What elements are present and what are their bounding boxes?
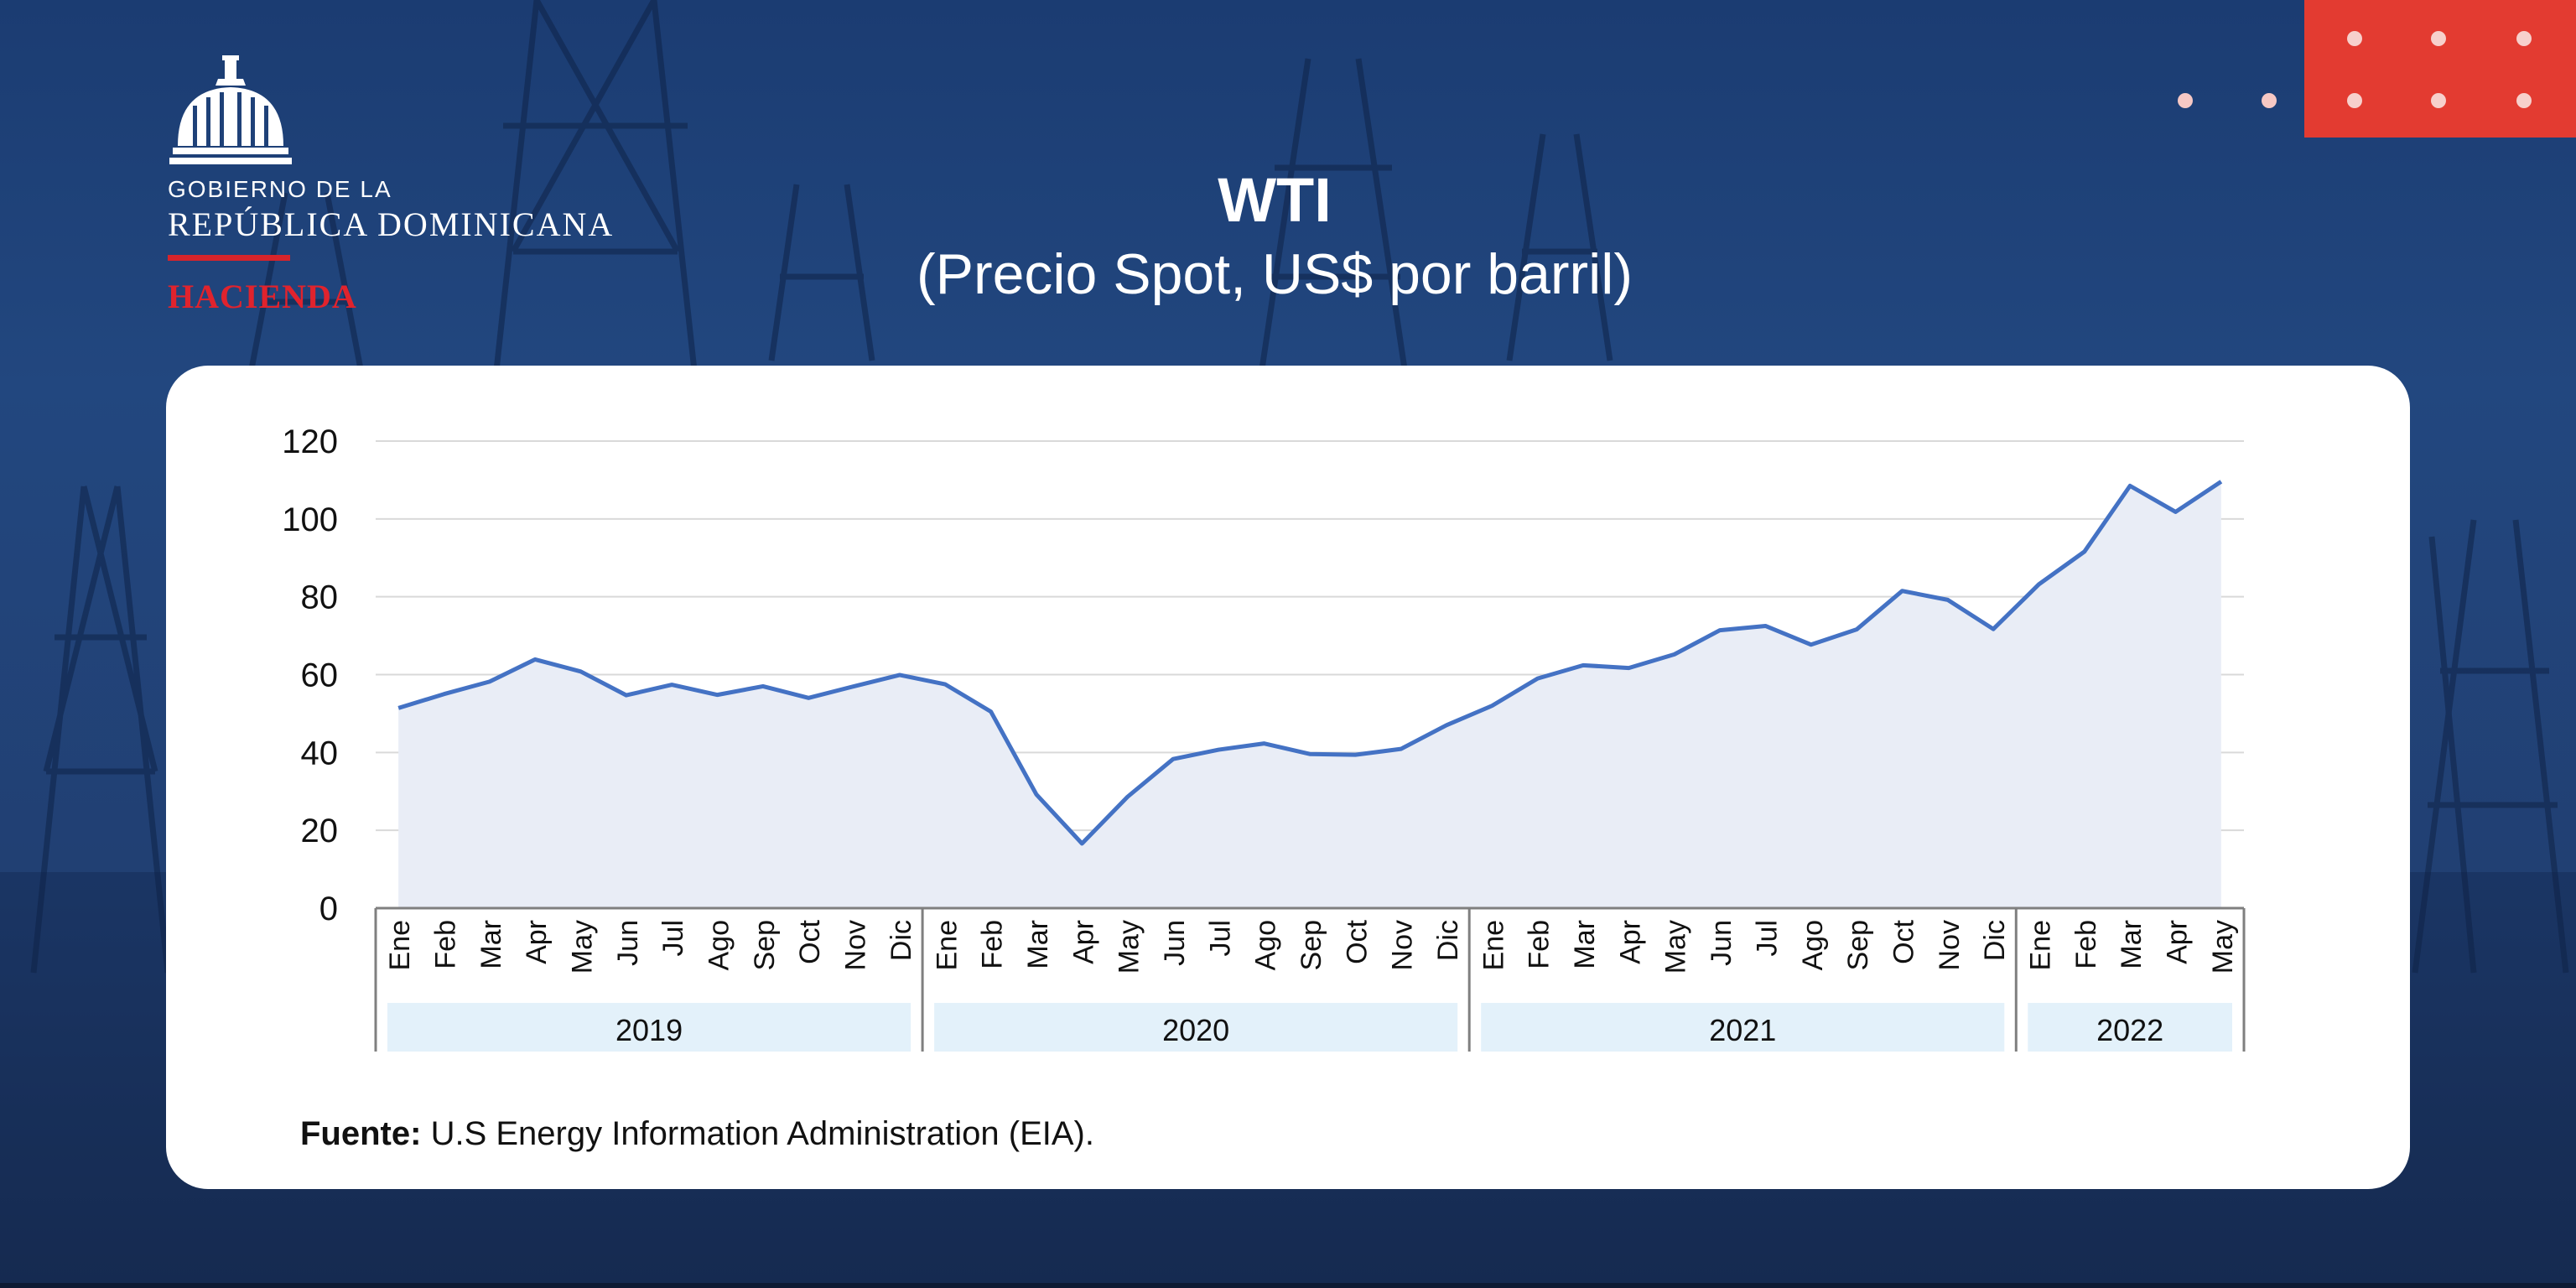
x-tick-label: Ene bbox=[931, 920, 963, 971]
logo-red-divider bbox=[168, 255, 290, 261]
decorative-dot-grid bbox=[2178, 31, 2532, 108]
x-tick-label: May bbox=[567, 920, 599, 974]
y-tick-label: 0 bbox=[319, 891, 338, 927]
x-tick-label: Feb bbox=[2070, 920, 2102, 969]
y-tick-label: 80 bbox=[301, 579, 339, 616]
x-tick-label: Jul bbox=[1204, 920, 1236, 956]
chart-subtitle: (Precio Spot, US$ por barril) bbox=[916, 242, 1633, 306]
y-tick-label: 120 bbox=[282, 423, 338, 460]
x-tick-label: Oct bbox=[1341, 919, 1373, 963]
series-area bbox=[398, 481, 2221, 908]
logo-line-gobierno: GOBIERNO DE LA bbox=[168, 176, 392, 202]
x-tick-label: Ago bbox=[704, 920, 735, 971]
x-tick-label: Oct bbox=[1888, 919, 1919, 963]
year-band bbox=[2028, 1003, 2232, 1052]
x-tick-label: Sep bbox=[1296, 920, 1327, 971]
year-label: 2021 bbox=[1709, 1013, 1776, 1047]
x-tick-label: Feb bbox=[977, 920, 1009, 969]
logo-line-hacienda: HACIENDA bbox=[168, 278, 357, 315]
dome-emblem-icon bbox=[169, 55, 292, 164]
x-tick-label: Mar bbox=[1569, 920, 1601, 969]
year-band bbox=[387, 1003, 911, 1052]
x-tick-label: Ago bbox=[1797, 920, 1829, 971]
x-tick-label: Dic bbox=[886, 920, 917, 961]
year-label: 2019 bbox=[615, 1013, 683, 1047]
x-tick-label: Feb bbox=[1524, 920, 1555, 969]
x-tick-label: Ene bbox=[1478, 920, 1509, 971]
x-tick-label: May bbox=[1114, 920, 1145, 974]
x-tick-label: Nov bbox=[840, 920, 872, 970]
x-tick-label: Nov bbox=[1387, 920, 1419, 970]
x-tick-label: Apr bbox=[1067, 920, 1099, 964]
bottom-band bbox=[0, 1283, 2576, 1288]
wti-price-chart: 0 20 40 60 80 100 120 Ene Feb Mar Apr May Jun Jul Ago S… bbox=[282, 423, 2246, 1052]
x-tick-label: Nov bbox=[1934, 920, 1966, 970]
y-tick-label: 60 bbox=[301, 657, 339, 694]
year-band bbox=[934, 1003, 1458, 1052]
year-label: 2022 bbox=[2096, 1013, 2163, 1047]
x-tick-label: Sep bbox=[749, 920, 781, 971]
x-tick-label: Jul bbox=[657, 920, 689, 956]
x-tick-label: Jul bbox=[1751, 920, 1783, 956]
x-tick-label: Jun bbox=[612, 920, 644, 966]
decorative-red-tab bbox=[2304, 0, 2576, 138]
y-tick-label: 40 bbox=[301, 735, 339, 771]
x-tick-label: Mar bbox=[1022, 920, 1054, 969]
x-tick-label: Dic bbox=[1979, 920, 2011, 961]
x-tick-label: Apr bbox=[521, 920, 553, 964]
source-label: Fuente: bbox=[300, 1115, 422, 1152]
x-tick-label: Ago bbox=[1250, 920, 1282, 971]
x-tick-label: Oct bbox=[794, 919, 826, 963]
x-tick-label: Jun bbox=[1159, 920, 1191, 966]
x-tick-label: May bbox=[1660, 920, 1692, 974]
x-tick-label: Apr bbox=[2161, 920, 2193, 964]
x-tick-label: Mar bbox=[2116, 920, 2148, 969]
year-label: 2020 bbox=[1162, 1013, 1229, 1047]
x-tick-label: May bbox=[2207, 920, 2239, 974]
x-tick-label: Ene bbox=[384, 920, 416, 971]
x-tick-label: Ene bbox=[2024, 920, 2056, 971]
source-note: Fuente: U.S Energy Information Administr… bbox=[300, 1115, 1094, 1153]
x-tick-label: Feb bbox=[430, 920, 462, 969]
x-tick-label: Dic bbox=[1432, 920, 1464, 961]
x-tick-label: Mar bbox=[475, 920, 507, 969]
y-tick-label: 20 bbox=[301, 813, 339, 849]
y-tick-label: 100 bbox=[282, 501, 338, 538]
chart-title: WTI bbox=[1218, 165, 1332, 235]
series-line bbox=[397, 480, 2223, 846]
government-logo: GOBIERNO DE LA REPÚBLICA DOMINICANA HACI… bbox=[168, 55, 612, 315]
logo-line-republica: REPÚBLICA DOMINICANA bbox=[168, 205, 615, 243]
x-tick-label: Apr bbox=[1614, 920, 1646, 964]
year-band bbox=[1481, 1003, 2005, 1052]
x-tick-label: Jun bbox=[1706, 920, 1737, 966]
chart-card: 0 20 40 60 80 100 120 Ene Feb Mar Apr May Jun Jul Ago S… bbox=[166, 366, 2410, 1189]
source-text: U.S Energy Information Administration (E… bbox=[430, 1115, 1094, 1152]
x-tick-label: Sep bbox=[1842, 920, 1874, 971]
